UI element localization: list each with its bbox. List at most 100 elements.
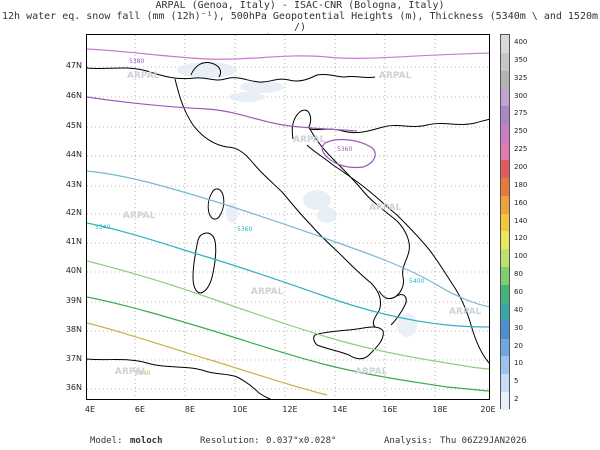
watermark-arpal: ARPAL <box>369 203 402 213</box>
colorbar-tick-label: 120 <box>514 234 528 243</box>
colorbar-segment <box>501 302 509 322</box>
lat-label-36n: 36N <box>65 383 82 392</box>
lon-label-6e: 6E <box>134 405 146 414</box>
lat-label-44n: 44N <box>65 150 82 159</box>
colorbar-segment <box>501 338 509 357</box>
lat-label-41n: 41N <box>65 237 82 246</box>
contour-label-1: 5380 <box>129 58 144 65</box>
colorbar-segment <box>501 52 509 72</box>
colorbar-segment <box>501 160 509 179</box>
watermark-arpal: ARPAL <box>293 135 326 145</box>
lon-label-10e: 10E <box>232 405 248 414</box>
colorbar-segment <box>501 124 509 143</box>
lon-label-20e: 20E <box>480 405 496 414</box>
lat-label-45n: 45N <box>65 121 82 130</box>
contour-5300-north <box>87 96 358 132</box>
lat-label-38n: 38N <box>65 325 82 334</box>
colorbar-segment <box>501 267 509 286</box>
colorbar-segment <box>501 35 509 54</box>
contour-5280 <box>87 48 489 60</box>
watermark-arpal: ARPAL <box>123 211 156 221</box>
model-value: moloch <box>130 436 163 446</box>
watermark-arpal: ARPAL <box>251 287 284 297</box>
colorbar-tick-label: 80 <box>514 270 523 279</box>
snowfall-shading <box>177 62 417 337</box>
lat-label-43n: 43N <box>65 180 82 189</box>
resolution-value: 0.037°x0.028° <box>266 436 337 446</box>
model-label: Model: <box>90 436 123 446</box>
colorbar-segment <box>501 249 509 268</box>
coastlines <box>87 62 489 399</box>
lat-label-42n: 42N <box>65 208 82 217</box>
analysis-value: Thu 06Z29JAN2026 <box>440 436 527 446</box>
colorbar-tick-label: 5 <box>514 377 519 386</box>
lon-label-4e: 4E <box>84 405 96 414</box>
contour-label-6: 5340 <box>135 370 150 377</box>
graticule <box>87 35 489 399</box>
lon-label-18e: 18E <box>432 405 448 414</box>
contour-5380 <box>87 296 489 392</box>
lon-label-12e: 12E <box>282 405 298 414</box>
colorbar-segment <box>501 285 509 304</box>
colorbar-tick-label: 400 <box>514 37 528 46</box>
lat-label-47n: 47N <box>65 61 82 70</box>
contour-label-3: 5340 <box>95 224 110 231</box>
contour-5320 <box>87 170 489 308</box>
contour-labels: 5380 5360 5340 5360 5400 5340 <box>95 58 424 377</box>
watermark-arpal: ARPAL <box>379 71 412 81</box>
colorbar-segment <box>501 374 509 393</box>
watermark-arpal: ARPAL <box>449 307 482 317</box>
colorbar-tick-label: 60 <box>514 287 523 296</box>
colorbar-segment <box>501 142 509 161</box>
colorbar-segment <box>501 177 509 197</box>
map-canvas: 5380 5360 5340 5360 5400 5340 <box>87 35 489 399</box>
lon-label-8e: 8E <box>184 405 196 414</box>
watermark-arpal: ARPAL <box>127 71 160 81</box>
colorbar-segment <box>501 231 509 250</box>
lat-label-39n: 39N <box>65 296 82 305</box>
contour-label-2: 5360 <box>337 146 352 153</box>
colorbar-segment <box>501 88 509 107</box>
lon-label-16e: 16E <box>382 405 398 414</box>
colorbar-segment <box>501 356 509 375</box>
lat-label-37n: 37N <box>65 354 82 363</box>
colorbar-tick-label: 10 <box>514 359 523 368</box>
colorbar-tick-label: 100 <box>514 252 528 261</box>
resolution-label: Resolution: <box>200 436 260 446</box>
colorbar-tick-label: 300 <box>514 91 528 100</box>
header-line-2: 12h water eq. snow fall (mm (12h)⁻¹), 50… <box>1 11 599 33</box>
lat-label-46n: 46N <box>65 91 82 100</box>
colorbar-tick-label: 350 <box>514 55 528 64</box>
map-panel: 5380 5360 5340 5360 5400 5340 ARPAL ARPA… <box>86 34 490 400</box>
colorbar-tick-label: 225 <box>514 145 528 154</box>
colorbar-segment <box>501 392 509 411</box>
watermark-arpal: ARPAL <box>115 367 148 377</box>
contour-label-4: 5360 <box>237 226 252 233</box>
colorbar-tick-label: 160 <box>514 198 528 207</box>
watermark-arpal: ARPAL <box>355 367 388 377</box>
colorbar-segment <box>501 195 509 215</box>
colorbar-segment <box>501 320 509 340</box>
contour-5400 <box>87 322 328 396</box>
colorbar-segment <box>501 213 509 232</box>
colorbar-tick-label: 180 <box>514 180 528 189</box>
colorbar-tick-label: 2 <box>514 395 519 404</box>
colorbar-tick-label: 40 <box>514 305 523 314</box>
contour-lines <box>87 48 489 396</box>
colorbar-segment <box>501 70 509 90</box>
colorbar-segment <box>501 106 509 125</box>
analysis-label: Analysis: <box>384 436 433 446</box>
lon-label-14e: 14E <box>332 405 348 414</box>
colorbar-tick-label: 325 <box>514 73 528 82</box>
colorbar-tick-label: 200 <box>514 162 528 171</box>
colorbar-tick-label: 30 <box>514 323 523 332</box>
contour-5340 <box>87 222 489 328</box>
colorbar-tick-label: 20 <box>514 341 523 350</box>
contour-5360 <box>87 260 489 370</box>
colorbar-tick-label: 140 <box>514 216 528 225</box>
colorbar-tick-label: 275 <box>514 109 528 118</box>
header-line-1: ARPAL (Genoa, Italy) - ISAC-CNR (Bologna… <box>155 0 445 11</box>
lat-label-40n: 40N <box>65 266 82 275</box>
contour-5300-loop <box>321 138 376 169</box>
colorbar <box>500 34 510 411</box>
